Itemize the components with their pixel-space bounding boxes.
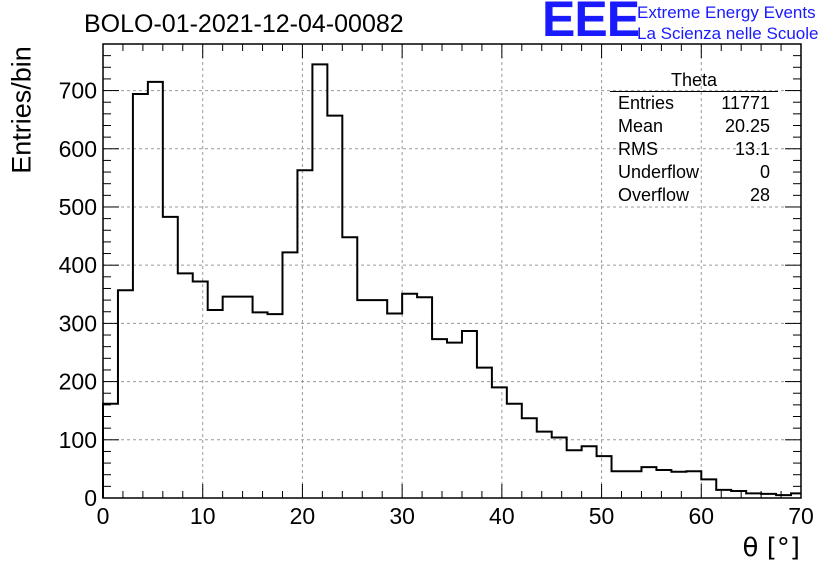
stats-value: 0: [759, 162, 770, 182]
stats-label: Overflow: [618, 185, 690, 205]
stats-row-mean: Mean 20.25: [610, 115, 778, 138]
histogram-bin: [552, 437, 567, 498]
histogram-bin: [163, 217, 178, 498]
logo-text-line2: La Scienza nelle Scuole: [637, 24, 819, 43]
logo-text-line1: Extreme Energy Events: [637, 3, 816, 22]
y-tick-label: 500: [59, 194, 97, 220]
histogram-bin: [268, 314, 283, 498]
histogram-bin: [417, 297, 432, 498]
histogram-bin: [253, 312, 268, 498]
histogram-bin: [522, 418, 537, 498]
histogram-bin: [537, 432, 552, 498]
histogram-bin: [402, 294, 417, 498]
x-tick-label: 50: [589, 503, 615, 529]
histogram-bin: [342, 237, 357, 498]
stats-value: 11771: [721, 93, 770, 113]
histogram-bin: [312, 64, 327, 498]
stats-label: Entries: [618, 93, 675, 113]
stats-value: 28: [749, 185, 770, 205]
x-tick-label: 30: [389, 503, 415, 529]
histogram-bin: [731, 491, 746, 498]
stats-label: Underflow: [618, 162, 700, 182]
histogram-bin: [387, 313, 402, 498]
stats-row-rms: RMS 13.1: [610, 138, 778, 161]
x-tick-label: 10: [190, 503, 216, 529]
x-tick-label: 0: [97, 503, 110, 529]
y-axis-label: Entries/bin: [6, 46, 37, 174]
histogram-bin: [641, 467, 656, 498]
stats-row-entries: Entries 11771: [610, 92, 778, 115]
x-tick-label: 20: [290, 503, 316, 529]
histogram-bin: [477, 368, 492, 498]
stats-value: 13.1: [734, 139, 770, 159]
histogram-bin: [447, 343, 462, 498]
plot-frame: [102, 43, 802, 499]
y-tick-label: 400: [59, 252, 97, 278]
histogram-bin: [492, 387, 507, 498]
x-tick-label: 60: [688, 503, 714, 529]
y-tick-label: 0: [84, 485, 97, 511]
histogram-bin: [372, 300, 387, 498]
histogram-bin: [462, 331, 477, 498]
histogram-bin: [148, 82, 163, 498]
stats-label: Mean: [618, 116, 664, 136]
x-axis-label: θ [°]: [742, 533, 800, 563]
y-tick-label: 100: [59, 427, 97, 453]
histogram-outline: [102, 63, 801, 498]
histogram-bin: [432, 339, 447, 498]
histogram-bin: [701, 479, 716, 498]
histogram-bin: [327, 116, 342, 498]
histogram-bin: [597, 456, 612, 498]
y-tick-label: 600: [59, 136, 97, 162]
stats-value: 20.25: [724, 116, 770, 136]
histogram-bin: [686, 471, 701, 498]
histogram-bin: [208, 310, 223, 498]
stats-box: Theta Entries 11771 Mean 20.25 RMS 13.1 …: [610, 70, 778, 207]
eee-logo: EEE: [542, 0, 640, 47]
y-tick-label: 700: [59, 78, 97, 104]
x-tick-label: 70: [788, 503, 814, 529]
histogram-bin: [118, 290, 133, 498]
histogram-bin: [133, 94, 148, 498]
y-tick-label: 200: [59, 369, 97, 395]
stats-box-name: Theta: [610, 70, 778, 92]
histogram-bin: [178, 273, 193, 498]
x-tick-label: 40: [489, 503, 515, 529]
histogram-bin: [103, 404, 118, 498]
stats-label: RMS: [618, 139, 658, 159]
chart-title: BOLO-01-2021-12-04-00082: [84, 10, 404, 38]
histogram-bin: [567, 450, 582, 498]
stats-row-underflow: Underflow 0: [610, 161, 778, 184]
histogram-bin: [193, 281, 208, 498]
histogram-bin: [282, 252, 297, 498]
y-tick-label: 300: [59, 310, 97, 336]
histogram-bin: [238, 297, 253, 498]
histogram-bin: [582, 446, 597, 498]
histogram-bin: [671, 472, 686, 498]
histogram-bin: [627, 471, 642, 498]
histogram-bin: [223, 297, 238, 498]
histogram-bin: [297, 170, 312, 498]
histogram-bin: [656, 470, 671, 498]
stats-row-overflow: Overflow 28: [610, 184, 778, 207]
histogram-bin: [716, 490, 731, 498]
histogram-bin: [357, 300, 372, 498]
histogram-bin: [612, 471, 627, 498]
histogram-bin: [507, 404, 522, 498]
